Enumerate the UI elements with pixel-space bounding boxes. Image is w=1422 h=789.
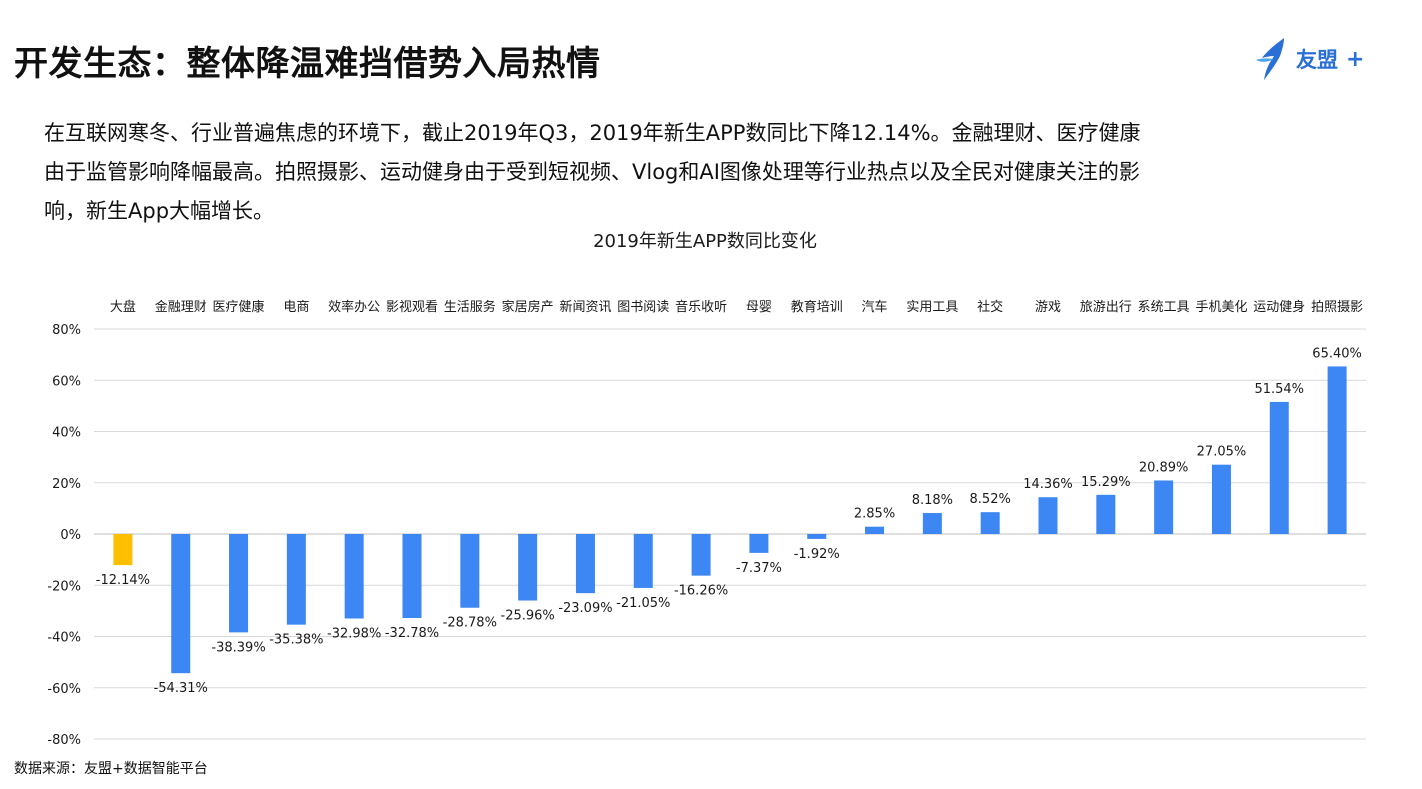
page-title: 开发生态：整体降温难挡借势入局热情 xyxy=(14,44,601,84)
category-label: 音乐收听 xyxy=(675,299,727,315)
y-tick-label: -80% xyxy=(47,733,81,748)
category-label: 手机美化 xyxy=(1195,300,1247,315)
data-label: 14.36% xyxy=(1023,477,1073,492)
y-tick-label: 60% xyxy=(52,374,81,389)
bar xyxy=(865,526,885,534)
category-label: 教育培训 xyxy=(791,299,843,315)
data-label: -1.92% xyxy=(794,547,840,562)
data-label: 65.40% xyxy=(1312,346,1362,361)
data-label: -32.78% xyxy=(385,626,439,641)
y-tick-label: 40% xyxy=(52,426,81,441)
data-label: -35.38% xyxy=(269,633,323,648)
data-label: -38.39% xyxy=(211,640,265,655)
chart-title: 2019年新生APP数同比变化 xyxy=(593,231,817,252)
bar xyxy=(229,534,249,633)
bar xyxy=(286,534,306,625)
category-label: 游戏 xyxy=(1035,300,1061,315)
description: 在互联网寒冬、行业普遍焦虑的环境下，截止2019年Q3，2019年新生APP数同… xyxy=(44,114,1324,231)
category-label: 旅游出行 xyxy=(1080,300,1132,315)
bar xyxy=(922,513,942,534)
data-label: 15.29% xyxy=(1081,475,1131,490)
category-label: 系统工具 xyxy=(1138,300,1190,315)
data-label: -21.05% xyxy=(616,596,670,611)
y-tick-label: -20% xyxy=(47,579,81,594)
data-label: 2.85% xyxy=(854,507,895,522)
data-label: 20.89% xyxy=(1139,460,1189,475)
bar xyxy=(344,534,364,619)
bar xyxy=(113,534,133,566)
description-line-2: 由于监管影响降幅最高。拍照摄影、运动健身由于受到短视频、Vlog和AI图像处理等… xyxy=(44,160,1140,184)
category-label: 实用工具 xyxy=(906,300,958,315)
bar xyxy=(691,534,711,576)
category-label: 新闻资讯 xyxy=(559,299,611,315)
bar xyxy=(749,534,769,553)
y-tick-label: 80% xyxy=(52,323,81,338)
bar xyxy=(1154,480,1174,534)
data-label: -7.37% xyxy=(736,561,782,576)
y-tick-label: 20% xyxy=(52,477,81,492)
bar xyxy=(1038,497,1058,534)
data-label: 27.05% xyxy=(1197,445,1247,460)
y-tick-label: 0% xyxy=(60,528,81,543)
category-label: 医疗健康 xyxy=(213,299,265,315)
category-label: 图书阅读 xyxy=(617,300,669,315)
bar xyxy=(807,534,827,539)
bar xyxy=(575,534,595,594)
bar xyxy=(518,534,538,601)
data-label: -12.14% xyxy=(96,573,150,588)
category-label: 家居房产 xyxy=(502,299,554,315)
category-label: 影视观看 xyxy=(386,299,438,315)
data-label: -54.31% xyxy=(154,681,208,696)
data-label: 51.54% xyxy=(1254,382,1304,397)
brand-logo: 友盟 + xyxy=(1254,36,1364,82)
description-line-1: 在互联网寒冬、行业普遍焦虑的环境下，截止2019年Q3，2019年新生APP数同… xyxy=(44,121,1141,145)
bar xyxy=(1211,464,1231,534)
category-label: 运动健身 xyxy=(1253,299,1305,315)
description-line-3: 响，新生App大幅增长。 xyxy=(44,199,275,223)
bar xyxy=(171,534,191,674)
category-label: 电商 xyxy=(283,300,309,315)
umeng-bird-icon xyxy=(1256,38,1284,80)
category-label: 效率办公 xyxy=(328,299,380,315)
category-label: 拍照摄影 xyxy=(1311,300,1363,315)
data-label: -32.98% xyxy=(327,627,381,642)
bar xyxy=(402,534,422,618)
bar xyxy=(1327,366,1347,534)
data-label: -23.09% xyxy=(558,601,612,616)
data-label: 8.18% xyxy=(912,493,953,508)
brand-plus: + xyxy=(1346,46,1365,72)
y-tick-label: -60% xyxy=(47,682,81,697)
bar xyxy=(633,534,653,588)
data-label: -28.78% xyxy=(443,616,497,631)
bar xyxy=(1096,494,1116,534)
y-tick-label: -40% xyxy=(47,631,81,646)
data-label: 8.52% xyxy=(970,492,1011,507)
bar xyxy=(980,512,1000,534)
brand-name: 友盟 xyxy=(1296,48,1338,72)
category-label: 大盘 xyxy=(110,299,136,315)
category-label: 社交 xyxy=(977,299,1003,315)
data-label: -25.96% xyxy=(501,609,555,624)
category-label: 母婴 xyxy=(746,300,772,315)
data-label: -16.26% xyxy=(674,584,728,599)
category-label: 汽车 xyxy=(862,299,888,315)
category-label: 生活服务 xyxy=(444,299,496,315)
data-source: 数据来源：友盟+数据智能平台 xyxy=(14,761,208,777)
bar xyxy=(460,534,480,608)
category-label: 金融理财 xyxy=(155,299,207,315)
bar xyxy=(1269,401,1289,534)
